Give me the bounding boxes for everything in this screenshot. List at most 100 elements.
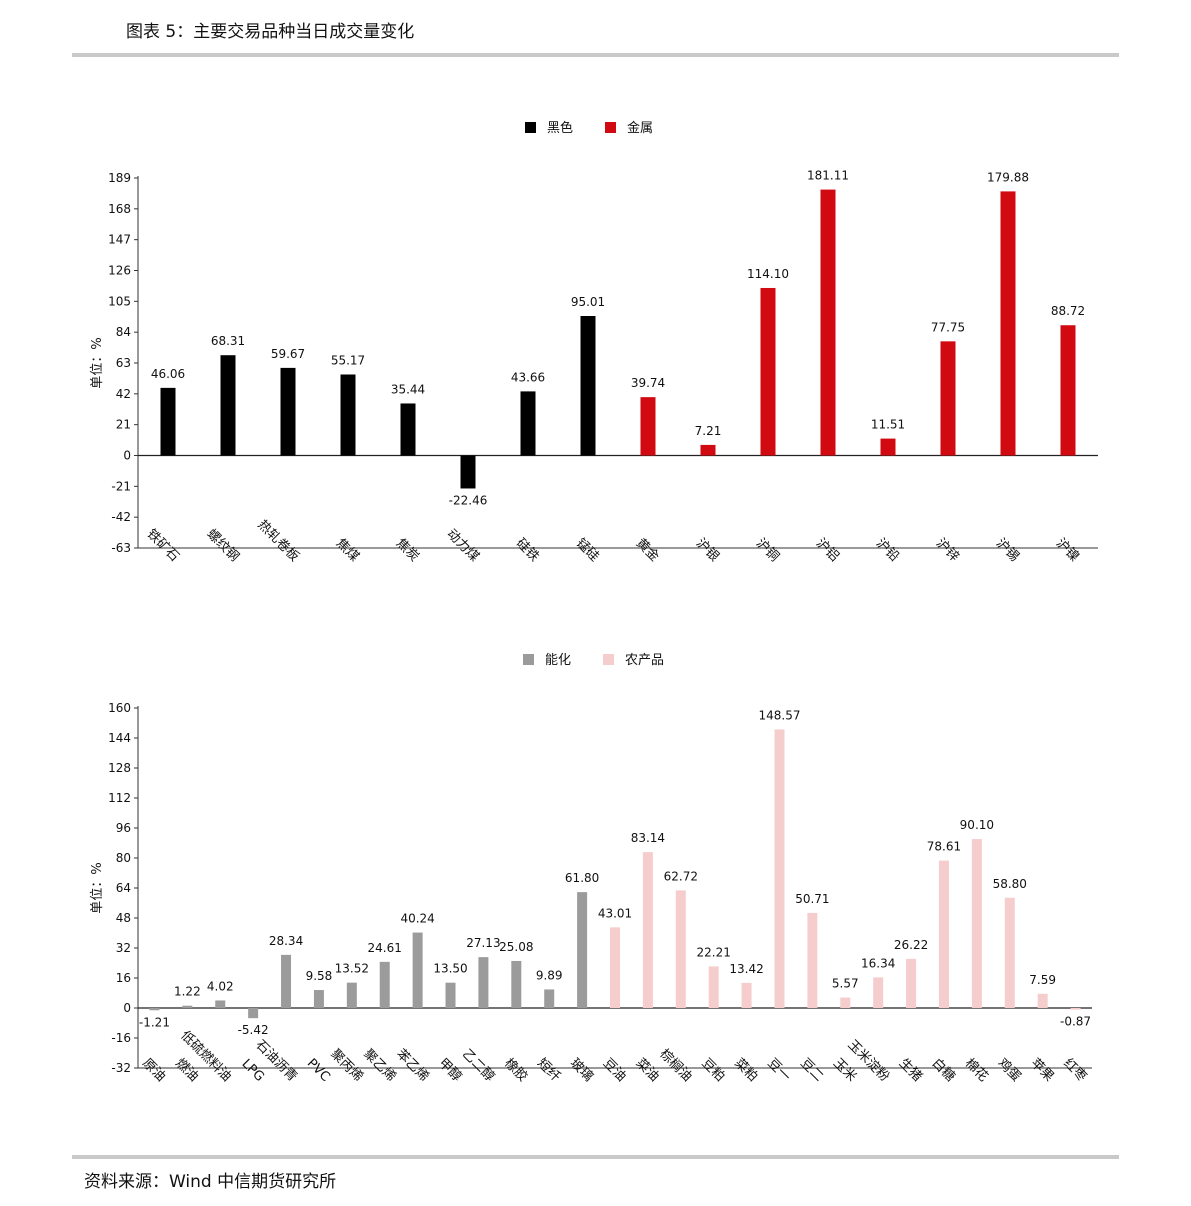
x-tick-label: LPG [239, 1056, 267, 1084]
figure-title: 图表 5：主要交易品种当日成交量变化 [126, 22, 415, 42]
y-tick-label: 16 [116, 971, 131, 985]
x-tick-label: 沪锡 [993, 535, 1023, 565]
y-tick-label: 147 [108, 233, 131, 247]
x-tick-label: 鸡蛋 [995, 1055, 1025, 1085]
data-label: 46.06 [151, 367, 185, 381]
x-tick-label: 短纤 [534, 1056, 563, 1085]
chart-metals-black: 189 168 147 126 105 84 63 42 21 0 -21 -42 -63 单位：% 46.… [90, 120, 1098, 565]
y-tick-label: 168 [108, 202, 131, 216]
data-label: 25.08 [499, 940, 533, 954]
data-label: 7.59 [1029, 973, 1056, 987]
legend-swatch-能化 [523, 654, 534, 665]
data-label: 13.52 [335, 962, 369, 976]
data-label: 9.89 [536, 968, 563, 982]
x-tick-label: 燃油 [172, 1055, 202, 1085]
x-tick-label: 铁矿石 [144, 527, 182, 565]
data-label: 5.57 [832, 977, 859, 991]
data-label: -0.87 [1060, 1015, 1091, 1029]
x-tick-label: 苹果 [1027, 1056, 1056, 1085]
bar-甲醇 [445, 982, 456, 1008]
x-tick-label: PVC [304, 1056, 333, 1085]
bar-沪铅 [880, 438, 896, 456]
data-label: 55.17 [331, 353, 365, 367]
data-label: 43.66 [511, 370, 545, 384]
data-label: 13.50 [433, 962, 467, 976]
bar-玉米淀粉 [873, 977, 884, 1008]
data-label: 181.11 [807, 169, 849, 183]
data-label: 11.51 [871, 418, 905, 432]
y-tick-label: 63 [116, 356, 131, 370]
bar-白糖 [938, 860, 949, 1008]
bar-燃油 [182, 1005, 193, 1008]
data-label: 1.22 [174, 985, 201, 999]
y-tick-label: 32 [116, 941, 131, 955]
data-label: 40.24 [400, 912, 434, 926]
x-tick-label: 棕榈油 [656, 1047, 694, 1085]
x-tick-label: 热轧卷板 [254, 517, 302, 565]
y-tick-label: 105 [108, 294, 131, 308]
x-tick-label: 沪镍 [1053, 535, 1083, 565]
bottom-divider [72, 1155, 1119, 1159]
y-tick-label: 128 [108, 761, 131, 775]
y-tick-label: -21 [111, 479, 131, 493]
x-tick-label: 棉花 [962, 1055, 992, 1085]
x-tick-label: 沪铜 [753, 535, 783, 565]
x-tick-label: 白糖 [929, 1055, 959, 1085]
data-label: 22.21 [697, 945, 731, 959]
data-label: 9.58 [306, 969, 333, 983]
bar-棉花 [971, 839, 982, 1008]
data-label: 62.72 [664, 869, 698, 883]
data-label: 95.01 [571, 295, 605, 309]
bar-硅铁 [520, 391, 536, 456]
x-tick-label: 豆油 [600, 1056, 629, 1085]
bar-沪镍 [1060, 325, 1076, 456]
legend-swatch-金属 [605, 122, 616, 133]
x-tick-label: 橡胶 [501, 1055, 531, 1085]
y-tick-label: -16 [111, 1031, 131, 1045]
legend-swatch-农产品 [603, 654, 614, 665]
data-label: 59.67 [271, 347, 305, 361]
x-tick-label: 甲醇 [435, 1055, 465, 1085]
data-label: 83.14 [631, 831, 665, 845]
data-label: 24.61 [368, 941, 402, 955]
bar-LPG [248, 1008, 259, 1019]
x-tick-label: 沪银 [693, 535, 723, 565]
bar-生猪 [906, 958, 917, 1008]
bar-低硫燃料油 [215, 1000, 226, 1008]
y-tick-label: 21 [116, 418, 131, 432]
data-label: 61.80 [565, 871, 599, 885]
bar-棕榈油 [675, 890, 686, 1008]
bar-沪锌 [940, 341, 956, 456]
legend-label: 农产品 [625, 653, 664, 668]
y-tick-label: 144 [108, 731, 131, 745]
data-label: -5.42 [238, 1023, 269, 1037]
x-tick-label: 聚乙烯 [360, 1047, 398, 1085]
y-tick-label: 112 [108, 791, 131, 805]
bar-原油 [149, 1008, 160, 1011]
data-label: 148.57 [758, 708, 800, 722]
x-tick-label: 焦煤 [333, 536, 362, 565]
y-tick-label: 84 [116, 325, 131, 339]
x-tick-label: 沪铝 [813, 535, 843, 565]
x-tick-label: 硅铁 [513, 536, 542, 565]
bar-锰硅 [580, 316, 596, 456]
data-label: 78.61 [927, 840, 961, 854]
x-tick-label: 苯乙烯 [393, 1047, 431, 1085]
x-tick-label: 生猪 [896, 1056, 925, 1085]
data-label: 35.44 [391, 382, 425, 396]
data-label: 39.74 [631, 376, 665, 390]
data-label: 58.80 [993, 877, 1027, 891]
data-label: 114.10 [747, 267, 789, 281]
bar-沪铜 [760, 287, 776, 456]
bar-动力煤 [460, 455, 476, 489]
data-label: 43.01 [598, 906, 632, 920]
y-tick-label: 42 [116, 387, 131, 401]
x-tick-label: 锰硅 [573, 536, 602, 565]
legend-label: 金属 [627, 120, 653, 136]
data-label: 4.02 [207, 979, 234, 993]
y-tick-label: 64 [116, 881, 131, 895]
data-label: 7.21 [695, 424, 722, 438]
bar-乙二醇 [478, 957, 489, 1008]
bar-聚丙烯 [346, 982, 357, 1008]
x-tick-label: 乙二醇 [459, 1046, 498, 1085]
